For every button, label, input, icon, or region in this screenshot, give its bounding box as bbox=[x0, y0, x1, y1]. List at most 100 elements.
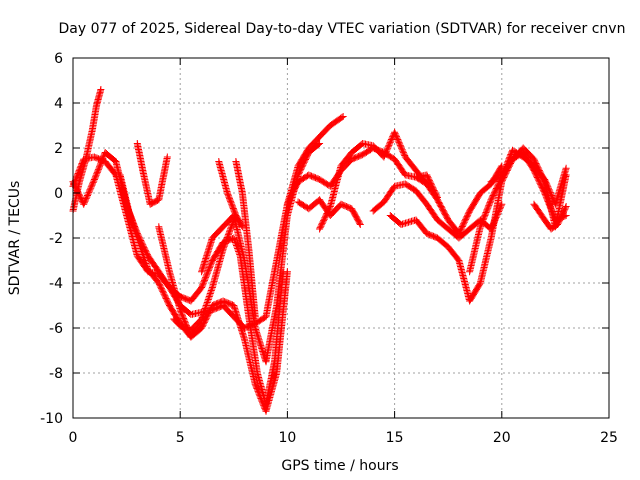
data-point bbox=[385, 141, 393, 149]
y-tick-label: 2 bbox=[54, 141, 63, 157]
data-point bbox=[393, 134, 401, 142]
data-point bbox=[386, 138, 394, 146]
data-point bbox=[88, 181, 96, 189]
data-point bbox=[224, 231, 232, 239]
data-point bbox=[326, 204, 334, 212]
data-point bbox=[562, 204, 569, 212]
data-point bbox=[384, 143, 392, 151]
data-point bbox=[232, 240, 240, 248]
data-point bbox=[202, 274, 210, 282]
data-point bbox=[549, 210, 557, 218]
data-point bbox=[541, 190, 549, 198]
data-point bbox=[380, 153, 388, 161]
data-point bbox=[384, 144, 392, 152]
data-point bbox=[97, 160, 105, 168]
data-point bbox=[82, 194, 90, 202]
data-point bbox=[544, 183, 552, 191]
data-point bbox=[382, 147, 390, 155]
data-point bbox=[86, 186, 94, 194]
data-point bbox=[227, 223, 235, 231]
data-point bbox=[479, 217, 487, 225]
data-point bbox=[391, 128, 399, 136]
series-sat-4 bbox=[116, 171, 287, 408]
x-tick-label: 0 bbox=[69, 430, 78, 446]
data-point bbox=[320, 215, 328, 223]
data-point bbox=[238, 223, 246, 231]
data-point bbox=[399, 147, 407, 155]
data-point bbox=[392, 131, 400, 139]
data-point bbox=[400, 150, 408, 158]
data-point bbox=[84, 192, 91, 199]
data-point bbox=[386, 140, 394, 148]
data-point bbox=[397, 143, 405, 151]
data-point bbox=[356, 221, 364, 228]
data-point bbox=[321, 214, 329, 222]
data-point bbox=[138, 239, 146, 247]
data-point bbox=[251, 313, 259, 321]
data-point bbox=[99, 154, 107, 162]
data-point bbox=[89, 178, 97, 186]
data-point bbox=[203, 300, 211, 308]
data-point bbox=[542, 192, 550, 200]
data-point bbox=[498, 200, 506, 208]
y-tick-label: -4 bbox=[49, 276, 63, 292]
series-sat-8 bbox=[170, 216, 238, 334]
data-point bbox=[229, 219, 237, 227]
data-point bbox=[550, 212, 558, 220]
data-point bbox=[89, 180, 96, 188]
data-point bbox=[541, 177, 549, 185]
data-point bbox=[80, 200, 88, 208]
data-point bbox=[481, 210, 489, 218]
data-point bbox=[316, 140, 324, 147]
data-point bbox=[83, 193, 91, 201]
data-point bbox=[252, 326, 260, 333]
data-point bbox=[394, 136, 402, 143]
data-point bbox=[201, 275, 209, 283]
data-point bbox=[545, 184, 552, 192]
data-point bbox=[204, 268, 212, 276]
data-point bbox=[208, 285, 216, 293]
data-point bbox=[487, 197, 494, 205]
data-point bbox=[314, 141, 322, 148]
series-sat-7 bbox=[155, 223, 206, 341]
data-point bbox=[542, 178, 550, 186]
data-point bbox=[394, 137, 402, 145]
data-point bbox=[387, 137, 395, 145]
x-tick-label: 25 bbox=[600, 430, 618, 446]
series-sat-19 bbox=[530, 200, 570, 233]
data-point bbox=[227, 199, 235, 207]
data-point bbox=[460, 220, 468, 228]
chart-title: Day 077 of 2025, Sidereal Day-to-day VTE… bbox=[59, 21, 626, 37]
data-point bbox=[177, 309, 185, 317]
data-point bbox=[206, 262, 214, 270]
data-point bbox=[90, 177, 98, 185]
series-sat-5 bbox=[198, 140, 324, 366]
data-point bbox=[391, 130, 399, 138]
data-point bbox=[91, 174, 99, 182]
data-point bbox=[300, 160, 307, 168]
data-point bbox=[396, 140, 404, 148]
data-point bbox=[398, 146, 406, 154]
data-point bbox=[84, 190, 92, 198]
x-axis-label: GPS time / hours bbox=[281, 458, 398, 474]
series-sat-6 bbox=[133, 140, 171, 208]
data-point bbox=[94, 167, 102, 175]
data-point bbox=[180, 316, 188, 324]
data-point bbox=[543, 180, 551, 188]
data-point bbox=[547, 205, 555, 213]
data-point bbox=[202, 314, 210, 322]
data-point bbox=[356, 219, 364, 227]
data-point bbox=[460, 218, 468, 226]
data-point bbox=[562, 203, 570, 210]
data-point bbox=[399, 149, 407, 157]
data-point bbox=[534, 175, 542, 183]
data-point bbox=[381, 152, 388, 159]
data-point bbox=[396, 141, 404, 149]
x-tick-label: 5 bbox=[176, 430, 185, 446]
data-point bbox=[87, 184, 95, 192]
data-point bbox=[226, 226, 234, 234]
data-point bbox=[198, 315, 206, 323]
data-point bbox=[562, 164, 570, 172]
y-tick-label: -2 bbox=[49, 231, 63, 247]
y-tick-label: -6 bbox=[49, 321, 63, 337]
